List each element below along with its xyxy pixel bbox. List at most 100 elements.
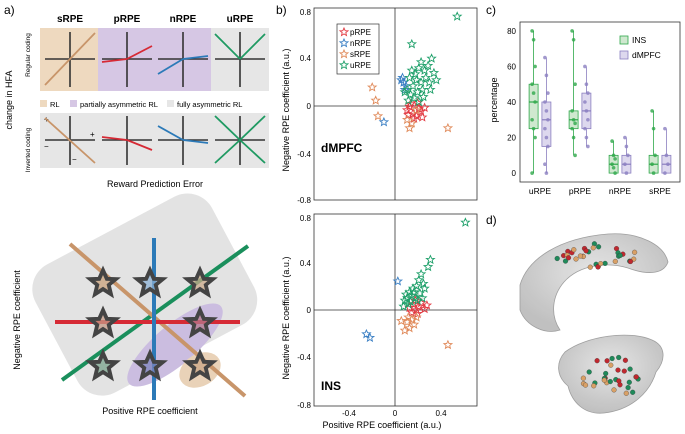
point-urpe-25 [406,65,418,75]
legend-star-nrpe [338,37,350,48]
point-urpe-19 [417,292,428,303]
point-urpe-1 [425,254,436,265]
b-xtick-1: 0 [393,409,398,418]
point-urpe-8 [404,72,415,83]
point-urpe-23 [418,91,429,102]
point-urpe-14 [419,283,430,293]
b-legend-nrpe: nRPE [350,39,371,48]
b-xtick-0: -0.4 [342,409,356,418]
dot-ins-prpe-1 [571,37,576,42]
dot-ins-srpe-1 [651,126,656,131]
dot-ins-nrpe-3 [610,162,614,167]
dot-dmpfc-prpe-4 [584,109,589,113]
electrode-dot-54 [630,389,636,395]
b-bot-ytick-2: 0 [307,306,312,315]
legend-swatch-rl [40,100,47,107]
electrode-dot-65 [633,374,639,380]
dot-dmpfc-prpe-3 [583,100,587,104]
inverted-minus-left: − [44,142,49,151]
dot-ins-prpe-5 [573,121,577,126]
point-urpe-21 [408,286,420,297]
point-srpe-4 [442,122,454,133]
point-srpe-3 [411,104,422,115]
dot-ins-nrpe-1 [611,153,616,158]
panel-a-schematic: change in HFA Regular coding Inverted co… [4,14,269,189]
b-top-region-label: dMPFC [321,141,363,155]
point-urpe-6 [419,65,430,75]
electrode-dot-60 [601,377,607,383]
c-ytick-20: 20 [507,134,516,143]
point-srpe-0 [366,82,378,92]
concept-star-2 [132,265,168,299]
dot-dmpfc-urpe-9 [543,162,547,167]
b-top-points [366,11,463,133]
dot-ins-urpe-2 [533,64,537,69]
point-nrpe-0 [378,116,390,127]
electrode-dot-35 [623,390,629,396]
concept-x-label: Positive RPE coefficient [102,406,198,416]
dot-ins-srpe-3 [650,162,654,167]
box-ins-urpe [528,83,539,130]
point-prpe-7 [408,113,420,123]
col-header-urpe: uRPE [227,14,254,25]
electrode-dot-25 [632,249,638,255]
legend-full: fully asymmetric RL [177,100,242,109]
regular-coding-label: Regular coding [25,33,32,77]
dot-ins-urpe-4 [531,91,536,95]
b-bot-ytick-4: -0.8 [297,401,311,410]
dot-ins-prpe-7 [571,135,576,140]
electrode-dot-61 [586,369,592,375]
c-ylabel: percentage [489,77,499,122]
panel-label-a: a) [4,3,15,17]
point-urpe-3 [422,60,434,71]
dot-ins-srpe-4 [651,171,656,175]
electrode-dot-17 [583,248,589,254]
c-xtick-srpe: sRPE [649,186,671,196]
dot-dmpfc-prpe-7 [584,135,589,140]
point-srpe-7 [411,312,422,322]
point-urpe-16 [417,84,428,95]
electrode-dot-37 [615,367,621,373]
point-urpe-16 [398,301,409,311]
col-header-srpe: sRPE [57,14,83,25]
point-nrpe-0 [361,328,372,339]
electrode-dot-62 [609,355,615,362]
nrpe-line-inverted [182,139,209,144]
point-urpe-15 [403,298,414,309]
legend-star-prpe [338,26,350,37]
electrode-dot-16 [571,247,577,253]
concept-y-label: Negative RPE coefficient [12,270,22,370]
dot-dmpfc-prpe-0 [583,64,587,69]
dot-ins-prpe-4 [571,117,576,122]
dot-ins-nrpe-0 [610,139,614,143]
electrode-dot-55 [580,375,586,381]
dot-ins-urpe-0 [530,29,534,33]
electrode-dot-42 [611,387,617,393]
point-urpe-3 [415,268,427,279]
dot-dmpfc-srpe-1 [664,153,669,158]
point-prpe-9 [403,109,414,120]
dot-ins-srpe-0 [650,109,654,113]
concept-star-3 [182,265,218,299]
electrode-dot-23 [595,264,601,270]
electrode-dot-22 [565,255,572,261]
legend-star-urpe [338,59,350,70]
point-urpe-26 [431,74,442,85]
dot-dmpfc-urpe-0 [543,55,547,60]
dot-ins-urpe-5 [533,100,537,104]
point-urpe-9 [411,74,422,85]
dot-ins-prpe-8 [573,153,577,158]
panel-label-b: b) [276,3,287,17]
electrode-dot-32 [554,255,560,262]
electrode-dot-51 [607,379,613,385]
legend-partial: partially asymmetric RL [80,100,158,109]
electrode-dot-30 [617,252,623,258]
inverted-coding-label: Inverted coding [25,127,32,172]
dot-dmpfc-urpe-4 [544,109,549,113]
dot-ins-nrpe-4 [611,165,616,170]
concept-star-8 [182,348,218,382]
dot-ins-urpe-8 [533,135,537,140]
b-bot-ytick-1: 0.4 [300,259,312,268]
b-top-ylabel: Negative RPE coefficient (a.u.) [281,49,291,172]
